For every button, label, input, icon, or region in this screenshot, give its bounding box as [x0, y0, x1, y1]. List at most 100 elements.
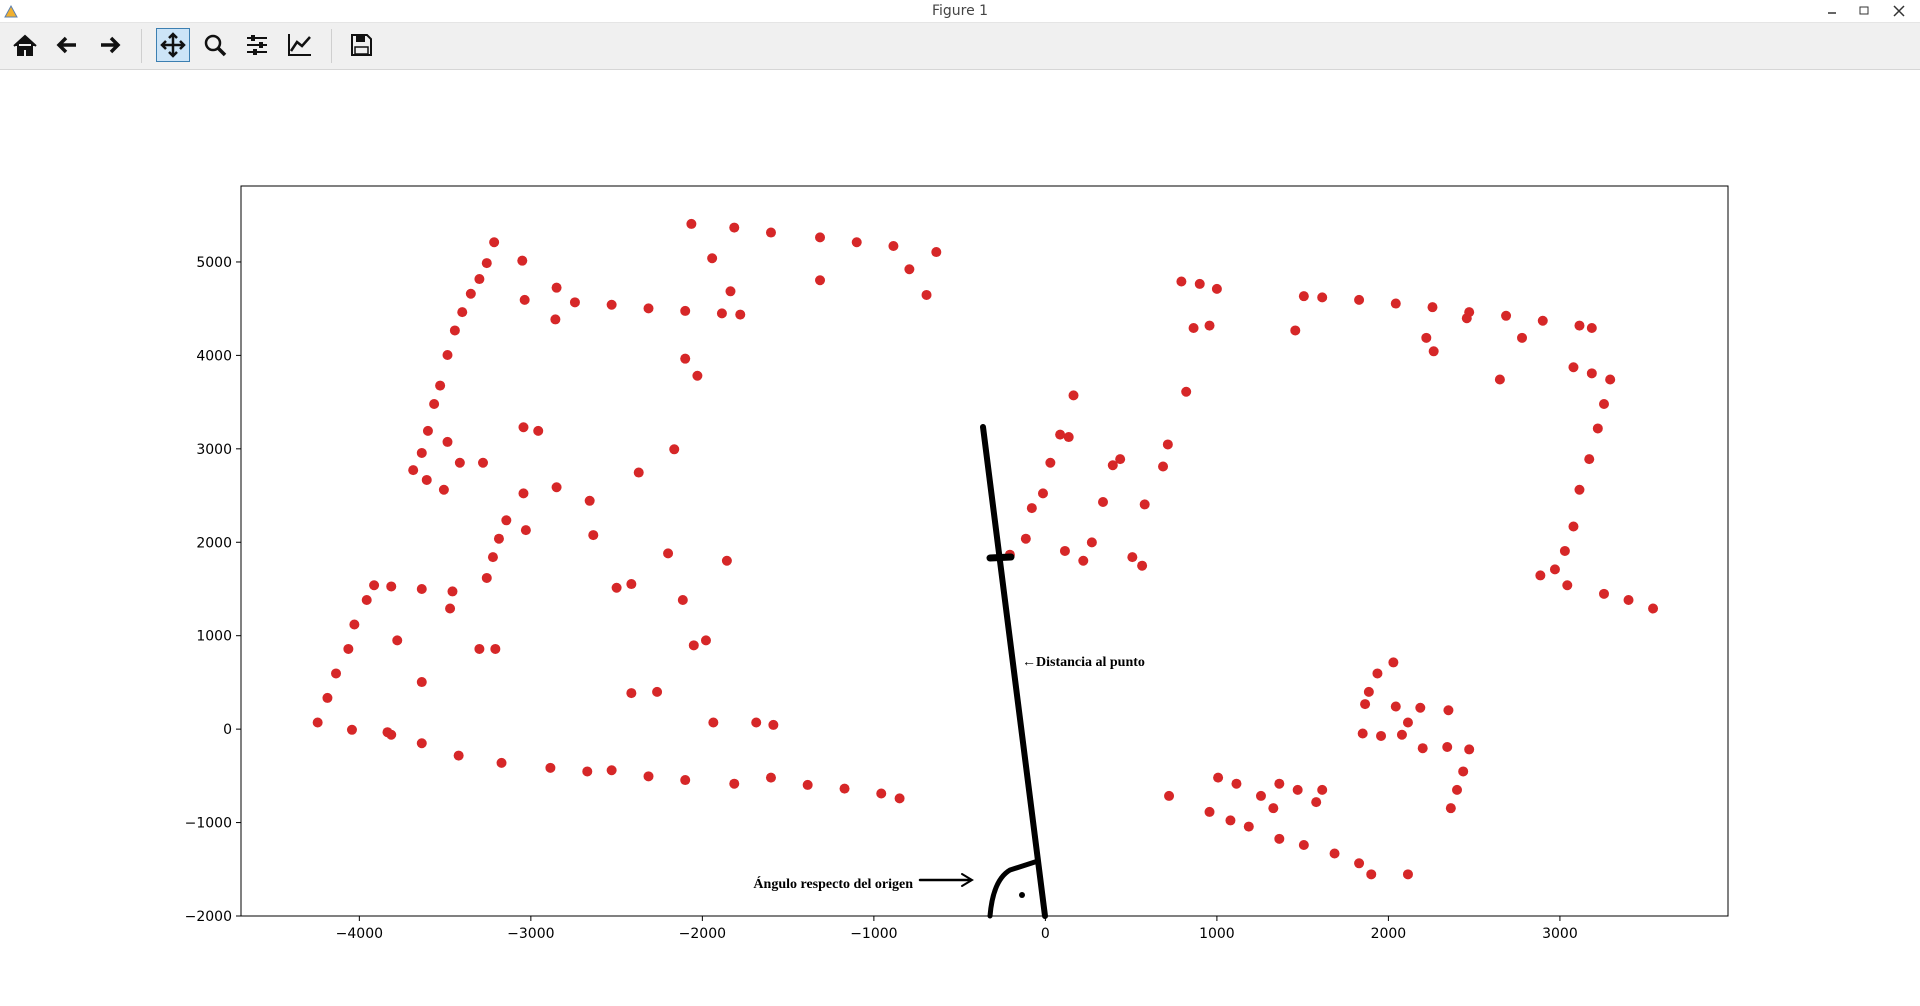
point [449, 325, 460, 336]
point [700, 635, 711, 646]
point [1317, 292, 1328, 303]
point [1107, 460, 1118, 471]
edit-axes-button[interactable] [283, 28, 317, 62]
point [1535, 570, 1546, 581]
point [725, 286, 736, 297]
back-button[interactable] [50, 28, 84, 62]
point [1162, 439, 1173, 450]
point [447, 586, 458, 597]
point [312, 717, 323, 728]
y-tick-label: 1000 [196, 629, 232, 645]
point [1461, 313, 1472, 324]
separator [331, 29, 332, 63]
point [518, 488, 529, 499]
point [453, 750, 464, 761]
point [1037, 488, 1048, 499]
y-tick-label: 0 [223, 722, 232, 738]
point [1443, 705, 1454, 716]
restore-button[interactable] [1859, 6, 1869, 15]
distance-line [980, 424, 1048, 919]
point [802, 779, 813, 790]
point [1586, 368, 1597, 379]
point [346, 724, 357, 735]
close-button[interactable] [1893, 5, 1905, 17]
point [1298, 839, 1309, 850]
point [438, 484, 449, 495]
point [1055, 429, 1066, 440]
point [481, 258, 492, 269]
point [1445, 803, 1456, 814]
point [1086, 537, 1097, 548]
point [1026, 503, 1037, 514]
point [1598, 398, 1609, 409]
point [1164, 790, 1175, 801]
point [493, 533, 504, 544]
point [481, 572, 492, 583]
point [582, 766, 593, 777]
point [1452, 784, 1463, 795]
point [1045, 457, 1056, 468]
x-tick-label: −3000 [507, 926, 554, 942]
point [1181, 386, 1192, 397]
point [416, 447, 427, 458]
point [680, 305, 691, 316]
point [1311, 797, 1322, 808]
save-button[interactable] [344, 28, 378, 62]
point [551, 482, 562, 493]
point [680, 775, 691, 786]
point [1574, 320, 1585, 331]
point [1268, 803, 1279, 814]
point-tick [986, 553, 1015, 562]
point [1059, 545, 1070, 556]
y-tick-label: −2000 [185, 909, 232, 925]
point [489, 237, 500, 248]
point [1204, 806, 1215, 817]
point [1415, 702, 1426, 713]
angle-arc [987, 858, 1041, 919]
y-tick-label: 4000 [196, 348, 232, 364]
home-button[interactable] [8, 28, 42, 62]
point [708, 717, 719, 728]
annotation: ←Distancia al punto [1022, 655, 1145, 670]
configure-button[interactable] [240, 28, 274, 62]
point [894, 793, 905, 804]
point [1115, 454, 1126, 465]
point [1568, 362, 1579, 373]
angle-dot [1019, 892, 1025, 898]
point [1427, 302, 1438, 313]
point [1204, 320, 1215, 331]
point [1176, 276, 1187, 287]
x-tick-label: 3000 [1542, 926, 1578, 942]
x-tick-label: −4000 [336, 926, 383, 942]
point [445, 603, 456, 614]
pan-button[interactable] [156, 28, 190, 62]
point [1623, 595, 1634, 606]
point [1255, 790, 1266, 801]
point [904, 264, 915, 275]
separator [141, 29, 142, 63]
point [457, 307, 468, 318]
point [1020, 533, 1031, 544]
point [1078, 555, 1089, 566]
point [1068, 390, 1079, 401]
point [1549, 564, 1560, 575]
point [669, 444, 680, 455]
point [588, 530, 599, 541]
point [1243, 821, 1254, 832]
point [1537, 315, 1548, 326]
zoom-button[interactable] [198, 28, 232, 62]
point [435, 380, 446, 391]
y-tick-label: −1000 [185, 816, 232, 832]
forward-button[interactable] [93, 28, 127, 62]
point [416, 583, 427, 594]
y-tick-label: 2000 [196, 535, 232, 551]
point [1402, 869, 1413, 880]
point [1442, 741, 1453, 752]
point [1376, 730, 1387, 741]
point [465, 288, 476, 299]
point [611, 582, 622, 593]
point [1098, 496, 1109, 507]
point [474, 274, 485, 285]
point [490, 643, 501, 654]
